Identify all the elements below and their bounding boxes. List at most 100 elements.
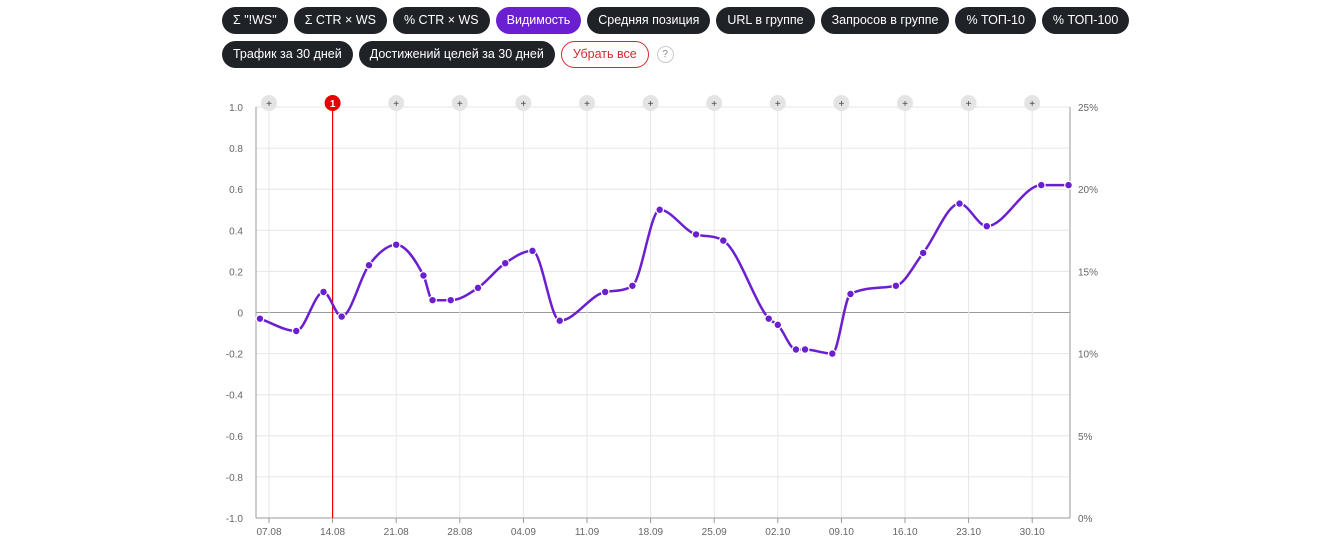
y-left-tick-label: -0.4: [226, 391, 244, 402]
data-point[interactable]: [800, 345, 810, 354]
y-right-tick-label: 15%: [1078, 267, 1098, 278]
help-icon[interactable]: ?: [656, 46, 674, 63]
x-tick-label: 21.08: [384, 527, 409, 538]
data-point[interactable]: [773, 320, 783, 330]
y-right-tick-label: 0%: [1078, 514, 1093, 525]
y-left-tick-label: -1.0: [226, 514, 244, 525]
y-left-tick-label: 0.8: [229, 144, 243, 155]
add-marker-icon: +: [393, 99, 399, 110]
x-tick-label: 30.10: [1020, 527, 1045, 538]
data-point[interactable]: [655, 205, 665, 215]
data-point[interactable]: [364, 260, 374, 270]
add-marker-icon: +: [457, 99, 463, 110]
add-marker-icon: +: [266, 99, 272, 110]
filter-pill-r1-1[interactable]: Σ CTR × WS: [293, 7, 387, 34]
y-left-tick-label: 0: [237, 309, 243, 320]
add-marker-button[interactable]: [579, 95, 595, 111]
filter-pill-r1-7[interactable]: % ТОП-10: [955, 7, 1036, 34]
x-tick-label: 16.10: [892, 527, 917, 538]
y-left-tick-label: 1.0: [229, 103, 243, 114]
data-point[interactable]: [918, 248, 928, 258]
data-point[interactable]: [1064, 180, 1073, 190]
filter-pill-r1-0[interactable]: Σ "!WS": [222, 7, 288, 34]
data-point[interactable]: [319, 287, 328, 297]
add-marker-button[interactable]: [515, 95, 532, 111]
data-point[interactable]: [291, 326, 301, 336]
clear-all-button[interactable]: Убрать все: [560, 41, 649, 68]
add-marker-button[interactable]: [833, 95, 850, 111]
data-point[interactable]: [446, 295, 456, 305]
filter-pill-r1-5[interactable]: URL в группе: [716, 7, 815, 34]
data-point[interactable]: [691, 230, 701, 239]
filter-pill-r2-1[interactable]: Достижений целей за 30 дней: [358, 41, 555, 68]
x-tick-label: 14.08: [320, 527, 345, 538]
filter-pill-r2-0[interactable]: Трафик за 30 дней: [222, 41, 353, 68]
filter-pill-r1-3[interactable]: Видимость: [495, 7, 582, 34]
series-line: [259, 183, 1069, 355]
data-point[interactable]: [982, 221, 992, 231]
filter-pill-r1-2[interactable]: % CTR × WS: [392, 7, 490, 34]
data-point[interactable]: [500, 258, 510, 268]
filter-pill-r1-8[interactable]: % ТОП-100: [1041, 7, 1130, 34]
add-marker-button[interactable]: [261, 95, 277, 111]
y-right-tick-label: 5%: [1078, 432, 1093, 443]
y-right-tick-label: 25%: [1078, 103, 1098, 114]
x-tick-label: 04.09: [511, 527, 536, 538]
data-point[interactable]: [764, 314, 774, 324]
add-marker-icon: +: [711, 99, 717, 110]
add-marker-button[interactable]: [769, 95, 786, 111]
x-tick-label: 18.09: [638, 527, 663, 538]
data-point[interactable]: [628, 281, 637, 291]
add-marker-icon: +: [648, 99, 654, 110]
add-marker-icon: +: [902, 99, 908, 110]
data-point[interactable]: [337, 312, 347, 322]
filter-pill-r1-4[interactable]: Средняя позиция: [587, 7, 711, 34]
data-point[interactable]: [528, 246, 537, 256]
filter-pill-r1-6[interactable]: Запросов в группе: [820, 7, 950, 34]
add-marker-button[interactable]: [960, 95, 977, 111]
data-point[interactable]: [255, 314, 265, 324]
add-marker-icon: +: [838, 99, 844, 110]
filter-row-2: Трафик за 30 дней Достижений целей за 30 …: [222, 41, 674, 68]
data-point[interactable]: [473, 283, 483, 293]
event-marker-badge[interactable]: [324, 95, 341, 111]
data-point[interactable]: [391, 240, 401, 250]
y-left-tick-label: 0.4: [229, 226, 243, 237]
y-left-tick-label: 0.2: [229, 267, 243, 278]
add-marker-button[interactable]: [706, 95, 723, 111]
data-point[interactable]: [827, 349, 837, 359]
data-point[interactable]: [428, 295, 437, 305]
data-point[interactable]: [419, 271, 428, 280]
data-point[interactable]: [791, 345, 801, 354]
x-tick-label: 28.08: [447, 527, 472, 538]
y-right-tick-label: 20%: [1078, 185, 1098, 196]
y-left-tick-label: -0.8: [226, 473, 244, 484]
add-marker-icon: +: [520, 99, 526, 110]
data-point[interactable]: [955, 199, 964, 208]
add-marker-button[interactable]: [451, 95, 468, 111]
add-marker-button[interactable]: [388, 95, 405, 111]
x-tick-label: 07.08: [256, 527, 281, 538]
data-point[interactable]: [555, 316, 565, 326]
add-marker-button[interactable]: [642, 95, 659, 111]
add-marker-icon: +: [775, 99, 781, 110]
x-tick-label: 02.10: [765, 527, 790, 538]
add-marker-icon: +: [966, 99, 972, 110]
x-tick-label: 25.09: [702, 527, 727, 538]
add-marker-icon: +: [1029, 99, 1035, 110]
y-left-tick-label: -0.2: [226, 350, 244, 361]
add-marker-button[interactable]: [1024, 95, 1041, 111]
event-marker-label: 1: [330, 99, 336, 110]
data-point[interactable]: [891, 281, 901, 291]
x-tick-label: 11.09: [575, 527, 600, 538]
data-point[interactable]: [846, 289, 855, 299]
data-point[interactable]: [1036, 180, 1046, 190]
add-marker-icon: +: [584, 99, 590, 110]
data-point[interactable]: [600, 287, 610, 297]
y-left-tick-label: 0.6: [229, 185, 243, 196]
data-point[interactable]: [718, 236, 728, 245]
add-marker-button[interactable]: [897, 95, 913, 111]
x-tick-label: 23.10: [956, 527, 981, 538]
y-right-tick-label: 10%: [1078, 350, 1098, 361]
